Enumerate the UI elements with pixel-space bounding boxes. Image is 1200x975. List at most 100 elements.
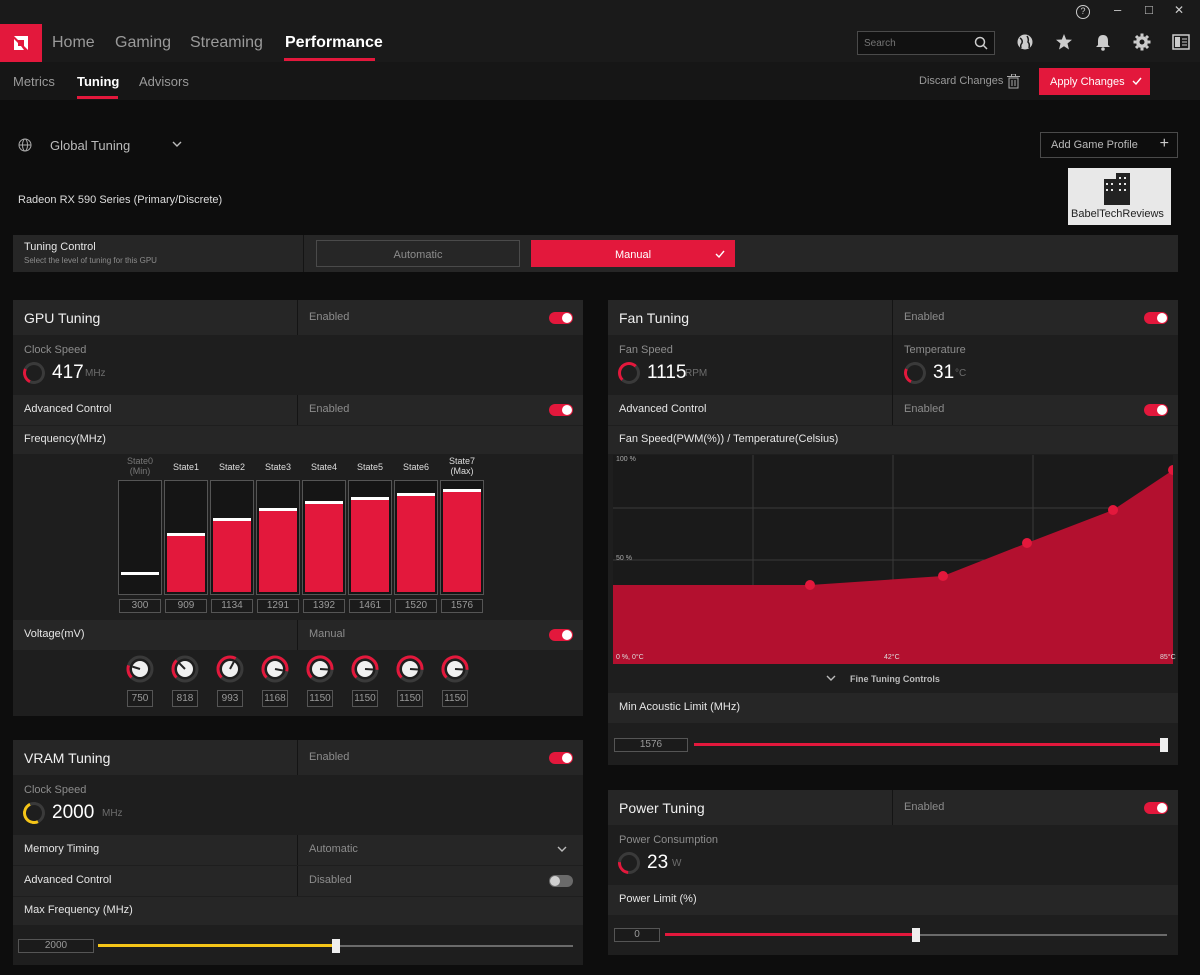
- vram-advanced-toggle[interactable]: [549, 875, 573, 887]
- voltage-value[interactable]: 1150: [442, 690, 468, 707]
- add-game-profile-button[interactable]: Add Game Profile +: [1040, 132, 1178, 158]
- power-limit-slider-handle[interactable]: [912, 928, 920, 942]
- fan-curve-chart[interactable]: [613, 455, 1173, 664]
- gpu-tuning-toggle[interactable]: [549, 312, 573, 324]
- min-acoustic-slider-handle[interactable]: [1160, 738, 1168, 752]
- gpu-tuning-title: GPU Tuning: [24, 310, 101, 326]
- manual-button[interactable]: Manual: [531, 240, 735, 267]
- divider: [297, 835, 298, 865]
- voltage-knob[interactable]: [260, 654, 290, 684]
- voltage-knob[interactable]: [305, 654, 335, 684]
- voltage-knob[interactable]: [395, 654, 425, 684]
- vram-tuning-toggle[interactable]: [549, 752, 573, 764]
- voltage-row: Voltage(mV) Manual: [13, 620, 583, 650]
- manual-label: Manual: [614, 249, 652, 261]
- amd-logo-icon: [14, 36, 28, 50]
- globe-icon[interactable]: [1016, 33, 1034, 51]
- state-bar[interactable]: [210, 480, 254, 595]
- voltage-knob[interactable]: [350, 654, 380, 684]
- power-consumption-label: Power Consumption: [619, 834, 719, 846]
- memory-timing-dropdown[interactable]: Automatic: [309, 843, 358, 855]
- maximize-button[interactable]: □: [1145, 2, 1153, 17]
- power-limit-row: Power Limit (%): [608, 885, 1178, 915]
- min-acoustic-slider-fill: [694, 743, 1164, 746]
- nav-tab-streaming[interactable]: Streaming: [190, 34, 263, 51]
- search-box[interactable]: [857, 31, 995, 55]
- minimize-button[interactable]: –: [1114, 2, 1122, 17]
- gear-icon[interactable]: [1133, 33, 1151, 51]
- profile-dropdown[interactable]: Global Tuning: [50, 138, 131, 153]
- state-bar[interactable]: [302, 480, 346, 595]
- state-value[interactable]: 1520: [395, 599, 437, 613]
- nav-tab-gaming[interactable]: Gaming: [115, 34, 172, 51]
- voltage-knob[interactable]: [125, 654, 155, 684]
- discard-changes-button[interactable]: Discard Changes: [919, 75, 1004, 87]
- state-value[interactable]: 1461: [349, 599, 391, 613]
- state-value[interactable]: 1134: [211, 599, 253, 613]
- subnav-tab-tuning[interactable]: Tuning: [77, 74, 120, 89]
- sub-nav: [0, 62, 1200, 100]
- fan-tuning-panel: Fan Tuning Enabled Fan Speed 1115 RPM Te…: [608, 300, 1178, 765]
- chevron-down-icon[interactable]: [826, 675, 836, 682]
- voltage-value[interactable]: 1150: [397, 690, 423, 707]
- amd-logo[interactable]: [0, 24, 42, 62]
- voltage-value[interactable]: 1150: [307, 690, 333, 707]
- subnav-tab-advisors[interactable]: Advisors: [139, 74, 189, 89]
- divider: [892, 395, 893, 425]
- gpu-advanced-toggle[interactable]: [549, 404, 573, 416]
- voltage-knob[interactable]: [170, 654, 200, 684]
- apply-changes-button[interactable]: Apply Changes: [1039, 68, 1150, 95]
- trash-icon[interactable]: [1007, 74, 1020, 89]
- state-value[interactable]: 909: [165, 599, 207, 613]
- state-label: State5: [356, 462, 384, 472]
- fan-advanced-toggle[interactable]: [1144, 404, 1168, 416]
- layout-icon[interactable]: [1172, 34, 1190, 50]
- state-bar[interactable]: [256, 480, 300, 595]
- memory-timing-row: Memory Timing Automatic: [13, 835, 583, 865]
- voltage-knob[interactable]: [440, 654, 470, 684]
- max-frequency-value[interactable]: 2000: [18, 939, 94, 953]
- nav-tab-performance[interactable]: Performance: [285, 34, 383, 51]
- voltage-toggle[interactable]: [549, 629, 573, 641]
- min-acoustic-value[interactable]: 1576: [614, 738, 688, 752]
- power-tuning-toggle[interactable]: [1144, 802, 1168, 814]
- state-value[interactable]: 300: [119, 599, 161, 613]
- voltage-knob[interactable]: [215, 654, 245, 684]
- voltage-value[interactable]: 818: [172, 690, 198, 707]
- state-value[interactable]: 1576: [441, 599, 483, 613]
- voltage-value[interactable]: 1168: [262, 690, 288, 707]
- power-consumption-unit: W: [672, 858, 682, 869]
- star-icon[interactable]: [1055, 33, 1073, 51]
- fan-tuning-toggle[interactable]: [1144, 312, 1168, 324]
- fan-curve-points[interactable]: [805, 465, 1173, 590]
- state-label: State6: [402, 462, 430, 472]
- subnav-tab-metrics[interactable]: Metrics: [13, 74, 55, 89]
- fine-tuning-controls[interactable]: Fine Tuning Controls: [850, 674, 940, 684]
- automatic-button[interactable]: Automatic: [316, 240, 520, 267]
- state-bar-fill: [259, 508, 297, 592]
- voltage-value[interactable]: 750: [127, 690, 153, 707]
- nav-tab-home[interactable]: Home: [52, 34, 95, 51]
- chevron-down-icon[interactable]: [557, 846, 567, 853]
- chevron-down-icon[interactable]: [172, 141, 182, 148]
- state-bar[interactable]: [394, 480, 438, 595]
- search-input[interactable]: [864, 35, 964, 51]
- state-bar[interactable]: [348, 480, 392, 595]
- voltage-value[interactable]: 1150: [352, 690, 378, 707]
- power-limit-value[interactable]: 0: [614, 928, 660, 942]
- state-bar[interactable]: [118, 480, 162, 595]
- state-label: State4: [310, 462, 338, 472]
- subnav-active-underline: [77, 96, 118, 99]
- nav-active-underline: [284, 58, 375, 61]
- voltage-value[interactable]: 993: [217, 690, 243, 707]
- close-button[interactable]: ✕: [1174, 3, 1185, 17]
- bell-icon[interactable]: [1094, 33, 1112, 51]
- state-bar[interactable]: [440, 480, 484, 595]
- state-bar[interactable]: [164, 480, 208, 595]
- state-value[interactable]: 1392: [303, 599, 345, 613]
- voltage-knobs: 750 818 993 1168 1150 1150 1150 1150: [13, 654, 583, 714]
- divider: [297, 740, 298, 775]
- state-value[interactable]: 1291: [257, 599, 299, 613]
- max-frequency-slider-handle[interactable]: [332, 939, 340, 953]
- help-icon[interactable]: ?: [1076, 5, 1090, 19]
